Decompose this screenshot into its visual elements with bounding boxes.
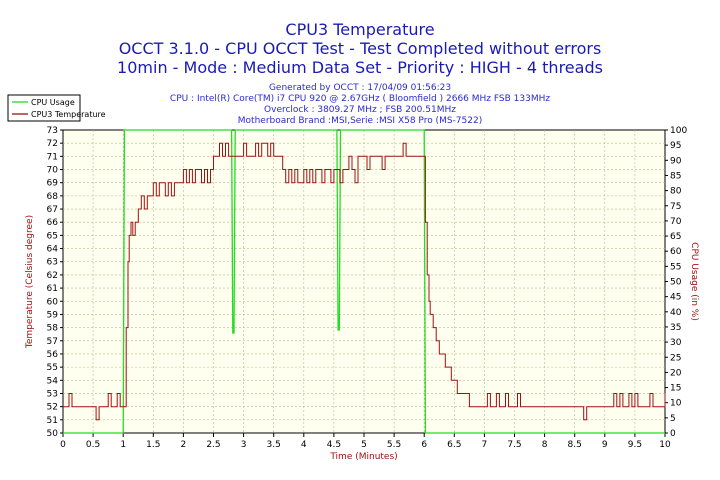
motherboard-info: Motherboard Brand :MSI,Serie :MSI X58 Pr… <box>237 116 483 126</box>
y-tick-label: 59 <box>47 310 59 320</box>
x-tick-label: 4.5 <box>327 440 341 450</box>
x-tick-label: 0.5 <box>86 440 100 450</box>
series-cpu3-temperature-line <box>63 142 666 421</box>
y2-tick-label: 15 <box>670 384 681 394</box>
x-tick-label: 6 <box>421 440 427 450</box>
y-tick-label: 56 <box>47 350 59 360</box>
y-tick-label: 64 <box>47 245 59 255</box>
y2-tick-label: 85 <box>670 171 681 181</box>
y-axis-label: Temperature (Celsius degree) <box>25 215 35 349</box>
chart-subtitle-mode: 10min - Mode : Medium Data Set - Priorit… <box>117 58 603 77</box>
y2-tick-label: 70 <box>670 217 682 227</box>
legend <box>7 94 81 122</box>
y-tick-label: 73 <box>47 126 58 136</box>
legend-label: CPU3 Temperature <box>31 110 106 119</box>
x-tick-label: 3 <box>241 440 247 450</box>
y-tick-label: 51 <box>47 416 58 426</box>
y2-tick-label: 5 <box>670 414 676 424</box>
x-tick-label: 2.5 <box>206 440 220 450</box>
y2-tick-label: 30 <box>670 338 682 348</box>
x-tick-label: 8 <box>542 440 548 450</box>
chart-title: CPU3 Temperature <box>285 20 435 39</box>
y-tick-label: 60 <box>47 297 59 307</box>
y-tick-label: 53 <box>47 389 58 399</box>
y2-tick-label: 90 <box>670 156 682 166</box>
y-tick-label: 71 <box>47 152 58 162</box>
y2-tick-label: 40 <box>670 308 682 318</box>
y-tick-label: 58 <box>47 324 59 334</box>
x-tick-label: 5.5 <box>387 440 401 450</box>
x-tick-label: 9 <box>602 440 608 450</box>
y-tick-label: 55 <box>47 363 58 373</box>
x-tick-label: 1 <box>120 440 126 450</box>
legend-label: CPU Usage <box>31 98 75 107</box>
y2-tick-label: 100 <box>670 126 687 136</box>
x-tick-label: 3.5 <box>267 440 281 450</box>
y2-tick-label: 95 <box>670 141 681 151</box>
y-tick-label: 62 <box>47 271 58 281</box>
x-tick-label: 6.5 <box>447 440 461 450</box>
y-tick-label: 67 <box>47 205 58 215</box>
series-cpu-usage-line <box>63 129 665 434</box>
y2-tick-label: 75 <box>670 202 681 212</box>
chart-subtitle-test: OCCT 3.1.0 - CPU OCCT Test - Test Comple… <box>118 39 602 58</box>
y-tick-label: 52 <box>47 403 58 413</box>
y2-tick-label: 50 <box>670 278 682 288</box>
cpu-info: CPU : Intel(R) Core(TM) i7 CPU 920 @ 2.6… <box>169 94 551 104</box>
y-tick-label: 50 <box>47 429 59 439</box>
x-tick-label: 0 <box>60 440 66 450</box>
y-tick-label: 69 <box>47 179 59 189</box>
y2-tick-label: 45 <box>670 293 681 303</box>
y2-tick-label: 60 <box>670 247 682 257</box>
x-tick-label: 7.5 <box>507 440 521 450</box>
y-tick-label: 63 <box>47 258 58 268</box>
x-axis-label: Time (Minutes) <box>329 452 397 462</box>
y2-axis-label: CPU Usage (in %) <box>689 242 699 321</box>
y2-tick-label: 55 <box>670 262 681 272</box>
x-tick-label: 2 <box>181 440 187 450</box>
y2-tick-label: 0 <box>670 429 676 439</box>
y2-tick-label: 20 <box>670 368 682 378</box>
y2-tick-label: 10 <box>670 399 682 409</box>
x-tick-label: 7 <box>482 440 488 450</box>
x-tick-label: 4 <box>301 440 307 450</box>
y-tick-label: 54 <box>47 376 59 386</box>
y2-tick-label: 65 <box>670 232 681 242</box>
y2-tick-label: 25 <box>670 353 681 363</box>
overclock-info: Overclock : 3809.27 MHz ; FSB 200.51MHz <box>264 105 456 115</box>
x-tick-label: 8.5 <box>568 440 582 450</box>
y-tick-label: 66 <box>47 218 59 228</box>
y-tick-label: 68 <box>47 192 59 202</box>
y-tick-label: 57 <box>47 337 58 347</box>
x-tick-label: 5 <box>361 440 367 450</box>
x-tick-label: 9.5 <box>628 440 642 450</box>
y2-tick-label: 80 <box>670 187 682 197</box>
generated-info: Generated by OCCT : 17/04/09 01:56:23 <box>268 83 452 93</box>
y-tick-label: 61 <box>47 284 58 294</box>
x-tick-label: 10 <box>659 440 671 450</box>
y-tick-label: 65 <box>47 231 58 241</box>
y-tick-label: 70 <box>47 166 59 176</box>
y2-tick-label: 35 <box>670 323 681 333</box>
x-tick-label: 1.5 <box>146 440 160 450</box>
y-tick-label: 72 <box>47 139 58 149</box>
